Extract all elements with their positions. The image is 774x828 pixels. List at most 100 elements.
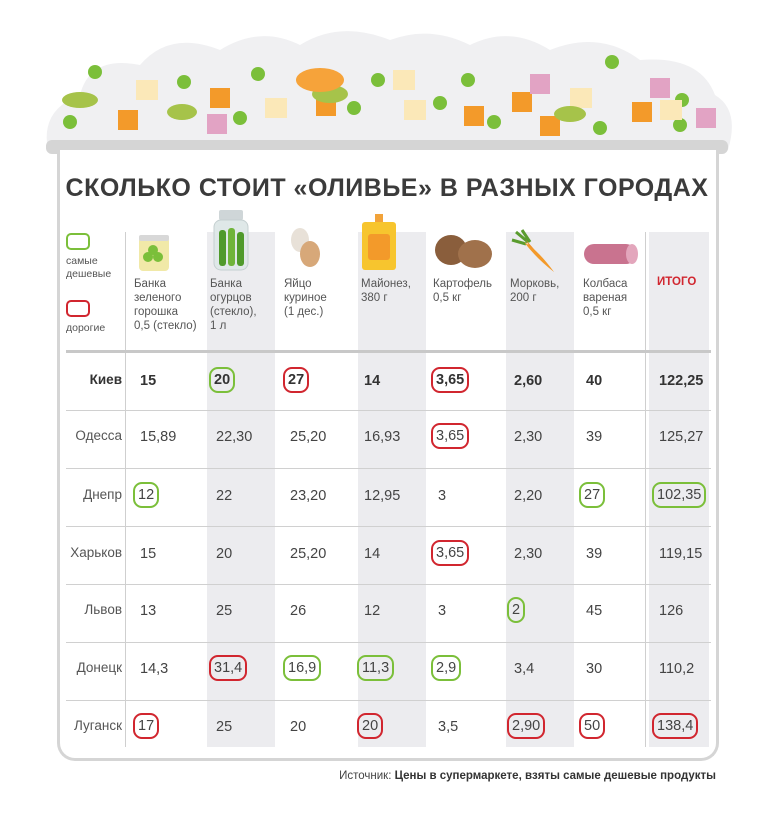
price-cell: 39 — [586, 546, 603, 562]
column-stripe — [506, 232, 574, 747]
price-cell: 14,3 — [140, 661, 169, 677]
price-cell: 119,15 — [659, 546, 703, 562]
price-cell: 2,30 — [514, 546, 543, 562]
grid-line — [645, 232, 646, 747]
source-label: Источник: — [339, 770, 392, 782]
column-header: Яйцо куриное (1 дес.) — [284, 277, 327, 319]
price-cell: 3,4 — [514, 661, 535, 677]
price-cell: 39 — [586, 429, 603, 445]
price-cell: 138,4 — [652, 713, 699, 739]
price-cell: 27 — [283, 367, 310, 393]
carrot-slice-decoration — [296, 68, 344, 92]
grid-line — [66, 642, 711, 643]
grid-line — [125, 232, 126, 747]
column-header-line: Яйцо — [284, 278, 312, 290]
price-cell: 22 — [216, 488, 233, 504]
expensive-legend-swatch — [66, 300, 90, 317]
column-header: Банка огурцов (стекло), 1 л — [210, 277, 257, 333]
price-cell: 15 — [140, 546, 157, 562]
sausage-icon — [584, 244, 638, 264]
page-title: СКОЛЬКО СТОИТ «ОЛИВЬЕ» В РАЗНЫХ ГОРОДАХ — [65, 174, 709, 202]
price-cell: 17 — [133, 713, 160, 739]
price-cell: 25,20 — [290, 429, 327, 445]
price-cell: 15 — [140, 373, 157, 389]
price-cell: 20 — [216, 546, 233, 562]
column-header-line: 0,5 кг — [583, 306, 612, 318]
price-cell: 40 — [586, 373, 603, 389]
expensive-legend-label: дорогие — [66, 322, 106, 334]
price-cell: 13 — [140, 603, 157, 619]
column-header-line: куриное — [284, 292, 327, 304]
price-cell: 122,25 — [659, 373, 704, 389]
price-cell: 25 — [216, 719, 233, 735]
price-cell: 26 — [290, 603, 307, 619]
price-cell: 20 — [290, 719, 307, 735]
price-cell: 27 — [579, 482, 606, 508]
city-label: Донецк — [76, 660, 122, 675]
column-header-line: вареная — [583, 292, 628, 304]
price-cell: 15,89 — [140, 429, 177, 445]
salad-illustration — [46, 31, 732, 154]
price-cell: 3,5 — [438, 719, 459, 735]
city-label: Киев — [89, 372, 122, 387]
column-header: Банка зеленого горошка 0,5 (стекло) — [134, 277, 197, 333]
header-divider — [66, 350, 711, 353]
cheap-legend-label: самые дешевые — [66, 255, 111, 281]
price-cell: 14 — [364, 373, 381, 389]
pickle-slices-decoration — [62, 85, 586, 122]
column-header: Колбаса вареная 0,5 кг — [583, 277, 627, 319]
carrot-icon — [511, 229, 554, 272]
price-cell: 3 — [438, 603, 447, 619]
price-cell: 16,9 — [283, 655, 322, 681]
price-cell: 2,90 — [507, 713, 546, 739]
price-cell: 12 — [364, 603, 381, 619]
column-header-line: (стекло), — [210, 306, 257, 318]
city-label: Харьков — [70, 545, 122, 560]
price-cell: 14 — [364, 546, 381, 562]
column-header-line: Банка — [210, 278, 242, 290]
price-cell: 2,20 — [514, 488, 543, 504]
column-header-line: Банка — [134, 278, 166, 290]
city-label: Львов — [84, 602, 122, 617]
price-cell: 12,95 — [364, 488, 401, 504]
price-cell: 12 — [133, 482, 160, 508]
price-cell: 30 — [586, 661, 603, 677]
grid-line — [66, 410, 711, 411]
column-header-line: Морковь, — [510, 278, 560, 290]
city-label: Луганск — [73, 718, 122, 733]
total-column-header: ИТОГО — [657, 276, 697, 288]
price-cell: 22,30 — [216, 429, 253, 445]
column-header-line: Колбаса — [583, 278, 628, 290]
legend-text-line: дешевые — [66, 268, 112, 280]
price-cell: 50 — [579, 713, 606, 739]
price-cell: 11,3 — [357, 655, 395, 681]
price-cell: 3,65 — [431, 367, 470, 393]
column-header-line: 380 г — [361, 292, 388, 304]
column-header-line: 0,5 (стекло) — [134, 320, 197, 332]
price-cell: 102,35 — [652, 482, 707, 508]
column-header-line: 1 л — [210, 320, 227, 332]
city-label: Одесса — [75, 428, 122, 443]
city-label: Днепр — [83, 487, 122, 502]
price-cell: 126 — [659, 603, 684, 619]
price-cell: 2 — [507, 597, 526, 623]
price-cell: 16,93 — [364, 429, 401, 445]
price-cell: 31,4 — [209, 655, 248, 681]
price-cell: 2,30 — [514, 429, 543, 445]
grid-line — [66, 468, 711, 469]
price-cell: 3 — [438, 488, 447, 504]
column-header-line: Майонез, — [361, 278, 411, 290]
price-cell: 2,9 — [431, 655, 462, 681]
price-cell: 45 — [586, 603, 603, 619]
legend-text-line: самые — [66, 255, 98, 267]
grid-line — [66, 526, 711, 527]
price-cell: 2,60 — [514, 373, 543, 389]
peas-decoration — [63, 55, 689, 135]
column-header: Картофель 0,5 кг — [433, 277, 492, 305]
pickle-jar-icon — [213, 210, 249, 271]
price-cell: 125,27 — [659, 429, 704, 445]
price-cell: 3,65 — [431, 540, 470, 566]
column-header: Майонез, 380 г — [361, 277, 411, 305]
column-header-line: горошка — [134, 306, 179, 318]
peas-can-icon — [139, 235, 169, 271]
